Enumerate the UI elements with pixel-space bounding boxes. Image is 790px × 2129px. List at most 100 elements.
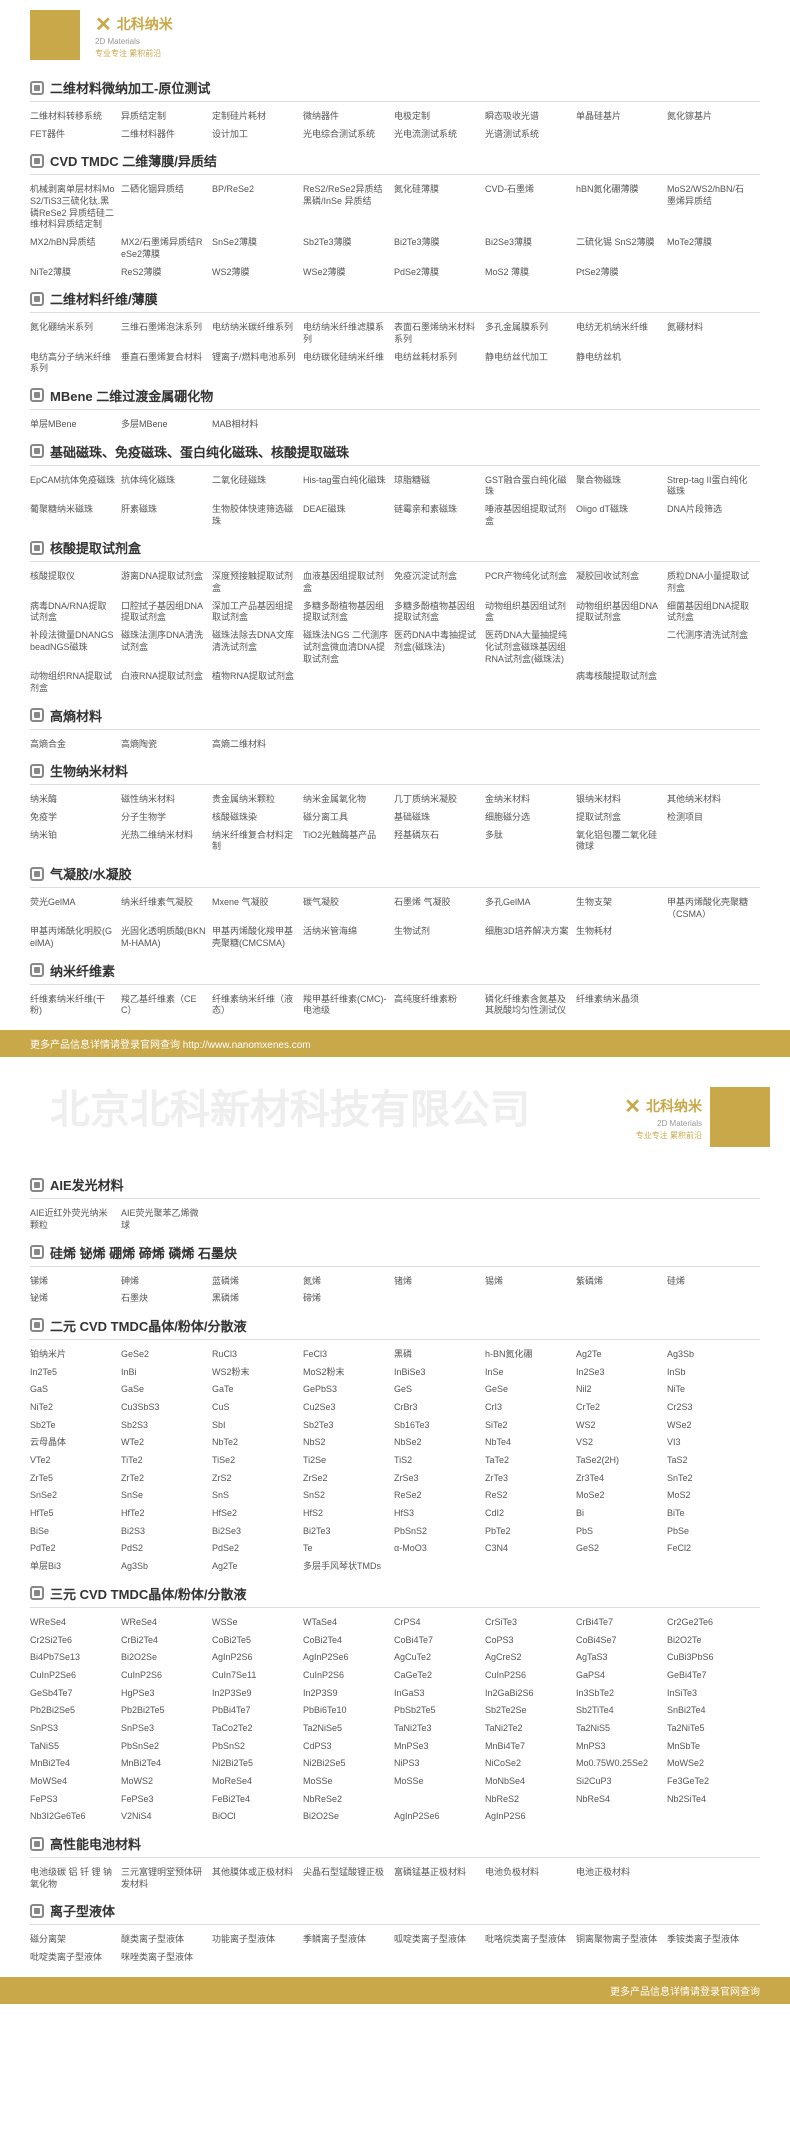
- list-item[interactable]: MoWSe2: [667, 1755, 758, 1773]
- list-item[interactable]: WS2薄膜: [212, 264, 303, 282]
- list-item[interactable]: ReS2/ReSe2异质结黑磷/InSe 异质结: [303, 181, 394, 234]
- list-item[interactable]: InGaS3: [394, 1685, 485, 1703]
- list-item[interactable]: In2P3Se9: [212, 1685, 303, 1703]
- list-item[interactable]: CrI3: [485, 1399, 576, 1417]
- list-item[interactable]: 静电纺丝代加工: [485, 349, 576, 378]
- list-item[interactable]: VTe2: [30, 1452, 121, 1470]
- list-item[interactable]: CVD-石墨烯: [485, 181, 576, 234]
- list-item[interactable]: MoTe2薄膜: [667, 234, 758, 263]
- list-item[interactable]: Bi: [576, 1505, 667, 1523]
- list-item[interactable]: 光固化透明质酸(BKNM-HAMA): [121, 923, 212, 952]
- list-item[interactable]: Ag3Sb: [667, 1346, 758, 1364]
- list-item[interactable]: ZrSe3: [394, 1470, 485, 1488]
- list-item[interactable]: CdPS3: [303, 1738, 394, 1756]
- list-item[interactable]: 甲基丙烯酸化壳聚糖（CSMA）: [667, 894, 758, 923]
- list-item[interactable]: 锂离子/燃料电池系列: [212, 349, 303, 378]
- list-item[interactable]: α-MoO3: [394, 1540, 485, 1558]
- list-item[interactable]: WS2粉末: [212, 1364, 303, 1382]
- list-item[interactable]: 羧甲基纤维素(CMC)-电池级: [303, 991, 394, 1020]
- list-item[interactable]: 电极定制: [394, 108, 485, 126]
- list-item[interactable]: ReS2: [485, 1487, 576, 1505]
- list-item[interactable]: 多孔GelMA: [485, 894, 576, 923]
- list-item[interactable]: GeSe: [485, 1381, 576, 1399]
- list-item[interactable]: 高熵合金: [30, 736, 121, 754]
- list-item[interactable]: PdSe2: [212, 1540, 303, 1558]
- list-item[interactable]: 黑磷: [394, 1346, 485, 1364]
- list-item[interactable]: 氮化镓基片: [667, 108, 758, 126]
- list-item[interactable]: Bi2Se3薄膜: [485, 234, 576, 263]
- list-item[interactable]: HfTe2: [121, 1505, 212, 1523]
- list-item[interactable]: GaS: [30, 1381, 121, 1399]
- list-item[interactable]: Nil2: [576, 1381, 667, 1399]
- list-item[interactable]: 硅烯: [667, 1273, 758, 1291]
- list-item[interactable]: HgPSe3: [121, 1685, 212, 1703]
- list-item[interactable]: WReSe4: [121, 1614, 212, 1632]
- list-item[interactable]: Oligo dT磁珠: [576, 501, 667, 530]
- list-item[interactable]: BiTe: [667, 1505, 758, 1523]
- list-item[interactable]: 磷化纤维素含氮基及其脱酸均匀性测试仪: [485, 991, 576, 1020]
- list-item[interactable]: 磁珠法NGS 二代测序试剂盒微血清DNA提取试剂盒: [303, 627, 394, 668]
- list-item[interactable]: MnBi4Te7: [485, 1738, 576, 1756]
- list-item[interactable]: 氮烯: [303, 1273, 394, 1291]
- list-item[interactable]: 垂直石墨烯复合材料: [121, 349, 212, 378]
- list-item[interactable]: 检测项目: [667, 809, 758, 827]
- list-item[interactable]: Bi2O2Te: [667, 1632, 758, 1650]
- list-item[interactable]: MoS2: [667, 1487, 758, 1505]
- list-item[interactable]: 纳米纤维复合材料定制: [212, 827, 303, 856]
- list-item[interactable]: AIE荧光聚苯乙烯微球: [121, 1205, 212, 1234]
- list-item[interactable]: HfSe2: [212, 1505, 303, 1523]
- list-item[interactable]: NiTe2: [30, 1399, 121, 1417]
- list-item[interactable]: 血液基因组提取试剂盒: [303, 568, 394, 597]
- list-item[interactable]: CuInP2S6: [485, 1667, 576, 1685]
- list-item[interactable]: 细菌基因组DNA提取试剂盒: [667, 598, 758, 627]
- list-item[interactable]: 贵金属纳米颗粒: [212, 791, 303, 809]
- list-item[interactable]: 二维材料器件: [121, 126, 212, 144]
- list-item[interactable]: NbReS2: [485, 1791, 576, 1809]
- list-item[interactable]: 核酸磁珠染: [212, 809, 303, 827]
- list-item[interactable]: 蓝磷烯: [212, 1273, 303, 1291]
- list-item[interactable]: AgInP2S6: [212, 1649, 303, 1667]
- list-item[interactable]: BP/ReSe2: [212, 181, 303, 234]
- list-item[interactable]: SnPS3: [30, 1720, 121, 1738]
- list-item[interactable]: 电池级碳 铝 钎 锂 钠 氧化物: [30, 1864, 121, 1893]
- list-item[interactable]: 表面石墨烯纳米材料系列: [394, 319, 485, 348]
- list-item[interactable]: 三元富锂明堂预体研发材料: [121, 1864, 212, 1893]
- list-item[interactable]: InBiSe3: [394, 1364, 485, 1382]
- list-item[interactable]: 医药DNA大量抽提纯化试剂盒磁珠基因组RNA试剂盒(磁珠法): [485, 627, 576, 668]
- list-item[interactable]: 二硫化锡 SnS2薄膜: [576, 234, 667, 263]
- list-item[interactable]: GeSe2: [121, 1346, 212, 1364]
- list-item[interactable]: 纳米酶: [30, 791, 121, 809]
- list-item[interactable]: CuInP2S6: [303, 1667, 394, 1685]
- list-item[interactable]: SnS: [212, 1487, 303, 1505]
- list-item[interactable]: TiSe2: [212, 1452, 303, 1470]
- list-item[interactable]: PbSnSe2: [121, 1738, 212, 1756]
- footer-url[interactable]: http://www.nanomxenes.com: [183, 1040, 311, 1051]
- list-item[interactable]: 锡烯: [485, 1273, 576, 1291]
- list-item[interactable]: 凝胶回收试剂盒: [576, 568, 667, 597]
- list-item[interactable]: GaSe: [121, 1381, 212, 1399]
- list-item[interactable]: ZrTe2: [121, 1470, 212, 1488]
- list-item[interactable]: BiSe: [30, 1523, 121, 1541]
- list-item[interactable]: 设计加工: [212, 126, 303, 144]
- list-item[interactable]: 多糖多酚植物基因组提取试剂盒: [394, 598, 485, 627]
- list-item[interactable]: SnTe2: [667, 1470, 758, 1488]
- list-item[interactable]: AgCreS2: [485, 1649, 576, 1667]
- list-item[interactable]: 电纺丝耗材系列: [394, 349, 485, 378]
- list-item[interactable]: 游离DNA提取试剂盒: [121, 568, 212, 597]
- list-item[interactable]: MX2/石墨烯异质结ReSe2薄膜: [121, 234, 212, 263]
- list-item[interactable]: PbSe: [667, 1523, 758, 1541]
- list-item[interactable]: NbTe4: [485, 1434, 576, 1452]
- list-item[interactable]: 锗烯: [394, 1273, 485, 1291]
- list-item[interactable]: MoSe2: [576, 1487, 667, 1505]
- list-item[interactable]: MoS2粉末: [303, 1364, 394, 1382]
- list-item[interactable]: CoBi4Te7: [394, 1632, 485, 1650]
- list-item[interactable]: MnSbTe: [667, 1738, 758, 1756]
- list-item[interactable]: WSe2薄膜: [303, 264, 394, 282]
- list-item[interactable]: 石墨烯 气凝胶: [394, 894, 485, 923]
- list-item[interactable]: CrSiTe3: [485, 1614, 576, 1632]
- list-item[interactable]: MoS2/WS2/hBN/石墨烯异质结: [667, 181, 758, 234]
- list-item[interactable]: 羧乙基纤维素（CEC）: [121, 991, 212, 1020]
- list-item[interactable]: WTaSe4: [303, 1614, 394, 1632]
- list-item[interactable]: MAB相材料: [212, 416, 303, 434]
- list-item[interactable]: In3SbTe2: [576, 1685, 667, 1703]
